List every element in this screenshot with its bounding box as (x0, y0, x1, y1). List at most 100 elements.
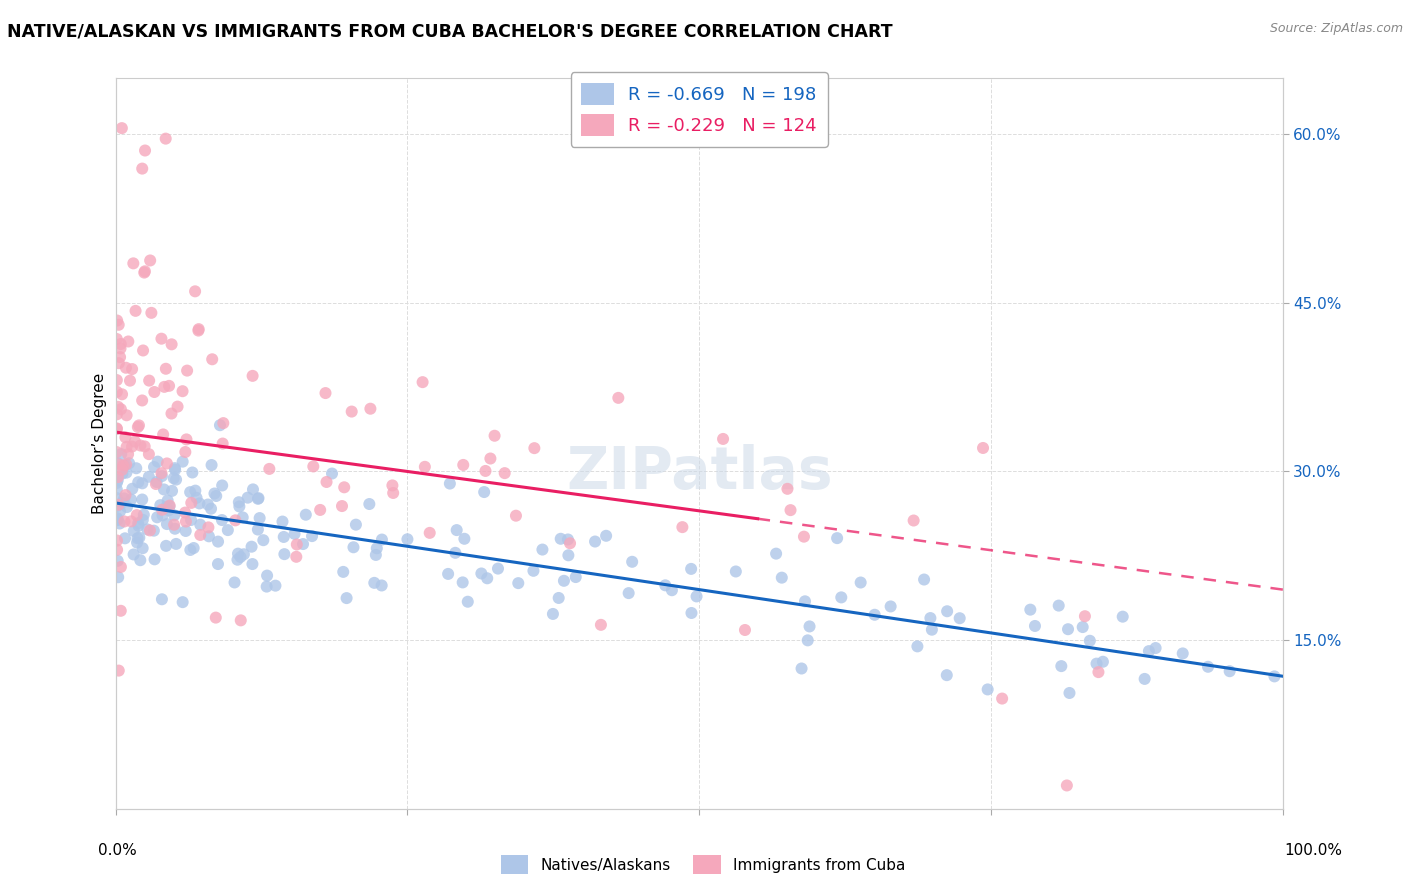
Point (371, 533, 394, 547)
Point (149, 498, 172, 512)
Point (229, 613, 252, 627)
Legend: Natives/Alaskans, Immigrants from Cuba: Natives/Alaskans, Immigrants from Cuba (495, 849, 911, 880)
Point (681, 562, 703, 576)
Point (1219, 664, 1241, 678)
Point (187, 322, 209, 336)
Point (145, 475, 167, 489)
Point (105, 373, 128, 387)
Point (146, 455, 169, 469)
Point (110, 447, 132, 461)
Point (105, 511, 128, 525)
Point (111, 387, 134, 401)
Point (204, 486, 226, 500)
Point (381, 478, 404, 492)
Text: 0.0%: 0.0% (98, 843, 138, 858)
Point (150, 332, 173, 346)
Point (179, 485, 201, 500)
Point (115, 409, 138, 423)
Point (285, 549, 308, 564)
Point (163, 461, 186, 475)
Point (111, 463, 134, 477)
Point (550, 532, 572, 546)
Point (110, 342, 132, 356)
Point (470, 566, 492, 581)
Point (553, 574, 575, 588)
Point (115, 458, 138, 472)
Point (232, 510, 254, 524)
Point (1171, 647, 1194, 661)
Point (332, 565, 354, 579)
Point (150, 469, 173, 483)
Point (256, 580, 278, 594)
Point (174, 506, 197, 520)
Point (146, 510, 169, 524)
Point (142, 524, 165, 538)
Point (176, 363, 198, 377)
Point (107, 664, 129, 678)
Point (172, 595, 194, 609)
Point (247, 491, 270, 505)
Point (115, 360, 138, 375)
Point (145, 477, 167, 491)
Point (232, 547, 254, 561)
Point (120, 514, 142, 528)
Point (724, 565, 747, 579)
Point (107, 554, 129, 568)
Point (111, 467, 134, 481)
Point (156, 457, 179, 471)
Point (152, 427, 174, 442)
Point (863, 607, 886, 622)
Point (905, 640, 928, 654)
Point (208, 418, 231, 433)
Point (172, 455, 194, 469)
Point (765, 547, 787, 561)
Point (134, 266, 156, 280)
Point (174, 515, 197, 529)
Point (105, 475, 128, 490)
Point (114, 430, 136, 444)
Point (453, 532, 475, 546)
Point (734, 623, 756, 637)
Point (301, 529, 323, 543)
Point (110, 560, 132, 574)
Point (212, 416, 235, 430)
Point (114, 531, 136, 545)
Point (242, 557, 264, 571)
Point (240, 540, 263, 554)
Point (211, 478, 233, 492)
Point (242, 368, 264, 383)
Point (439, 476, 461, 491)
Point (1047, 599, 1070, 613)
Point (564, 570, 586, 584)
Point (105, 533, 128, 548)
Point (107, 400, 129, 414)
Point (949, 611, 972, 625)
Point (107, 470, 129, 484)
Point (157, 503, 180, 517)
Point (163, 522, 186, 536)
Point (252, 533, 274, 548)
Point (972, 441, 994, 455)
Point (242, 483, 264, 497)
Point (557, 549, 579, 563)
Point (136, 523, 159, 537)
Point (770, 571, 793, 585)
Point (921, 623, 943, 637)
Point (105, 491, 128, 505)
Point (315, 386, 337, 401)
Point (1087, 665, 1109, 679)
Point (1019, 602, 1042, 616)
Point (236, 491, 259, 505)
Point (159, 499, 181, 513)
Point (451, 575, 474, 590)
Point (903, 514, 925, 528)
Point (309, 503, 332, 517)
Point (271, 515, 294, 529)
Point (125, 535, 148, 549)
Point (484, 429, 506, 443)
Point (160, 337, 183, 351)
Point (935, 668, 957, 682)
Point (285, 537, 308, 551)
Point (363, 575, 385, 590)
Point (607, 391, 630, 405)
